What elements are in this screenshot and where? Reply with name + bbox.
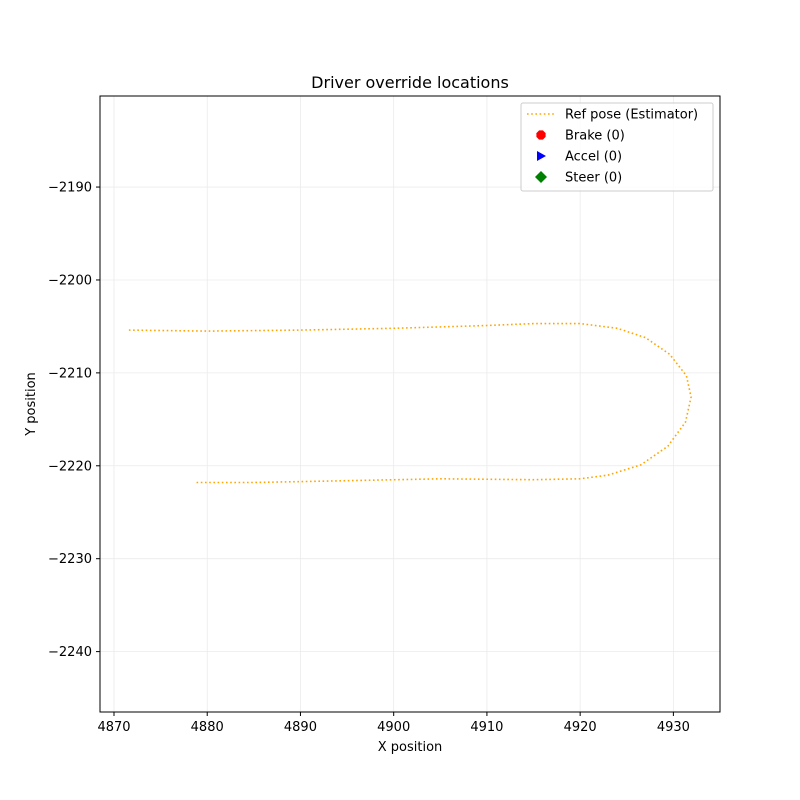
grid xyxy=(100,96,720,712)
y-axis-label: Y position xyxy=(24,372,39,437)
x-tick-label: 4910 xyxy=(470,720,503,735)
axis-ticks: 4870 4880 4890 4900 4910 4920 4930 −2190 −2200 −2… xyxy=(48,181,690,735)
y-tick-label: −2220 xyxy=(48,459,92,474)
y-tick-label: −2230 xyxy=(48,552,92,567)
series-line xyxy=(128,322,692,484)
legend-box xyxy=(520,102,714,192)
y-tick-label: −2240 xyxy=(48,645,92,660)
x-tick-label: 4880 xyxy=(191,720,224,735)
plot-series xyxy=(128,322,692,484)
legend: Ref pose (Estimator) Brake (0) Accel (0) St… xyxy=(520,102,714,192)
x-tick-label: 4890 xyxy=(284,720,317,735)
legend-marker xyxy=(536,130,546,140)
legend-marker xyxy=(535,171,547,183)
x-tick-label: 4900 xyxy=(377,720,410,735)
legend-marker xyxy=(537,151,546,161)
x-tick-label: 4870 xyxy=(97,720,130,735)
y-tick-label: −2200 xyxy=(48,273,92,288)
x-axis-label: X position xyxy=(378,740,443,755)
legend-label: Accel (0) xyxy=(565,150,622,165)
y-tick-label: −2210 xyxy=(48,366,92,381)
plot-frame xyxy=(99,95,721,713)
legend-label: Brake (0) xyxy=(565,129,625,144)
x-tick-label: 4920 xyxy=(564,720,597,735)
legend-label: Ref pose (Estimator) xyxy=(565,108,698,123)
x-tick-label: 4930 xyxy=(657,720,690,735)
chart-title: Driver override locations xyxy=(311,73,509,92)
legend-label: Steer (0) xyxy=(565,171,622,186)
y-tick-label: −2190 xyxy=(48,181,92,196)
